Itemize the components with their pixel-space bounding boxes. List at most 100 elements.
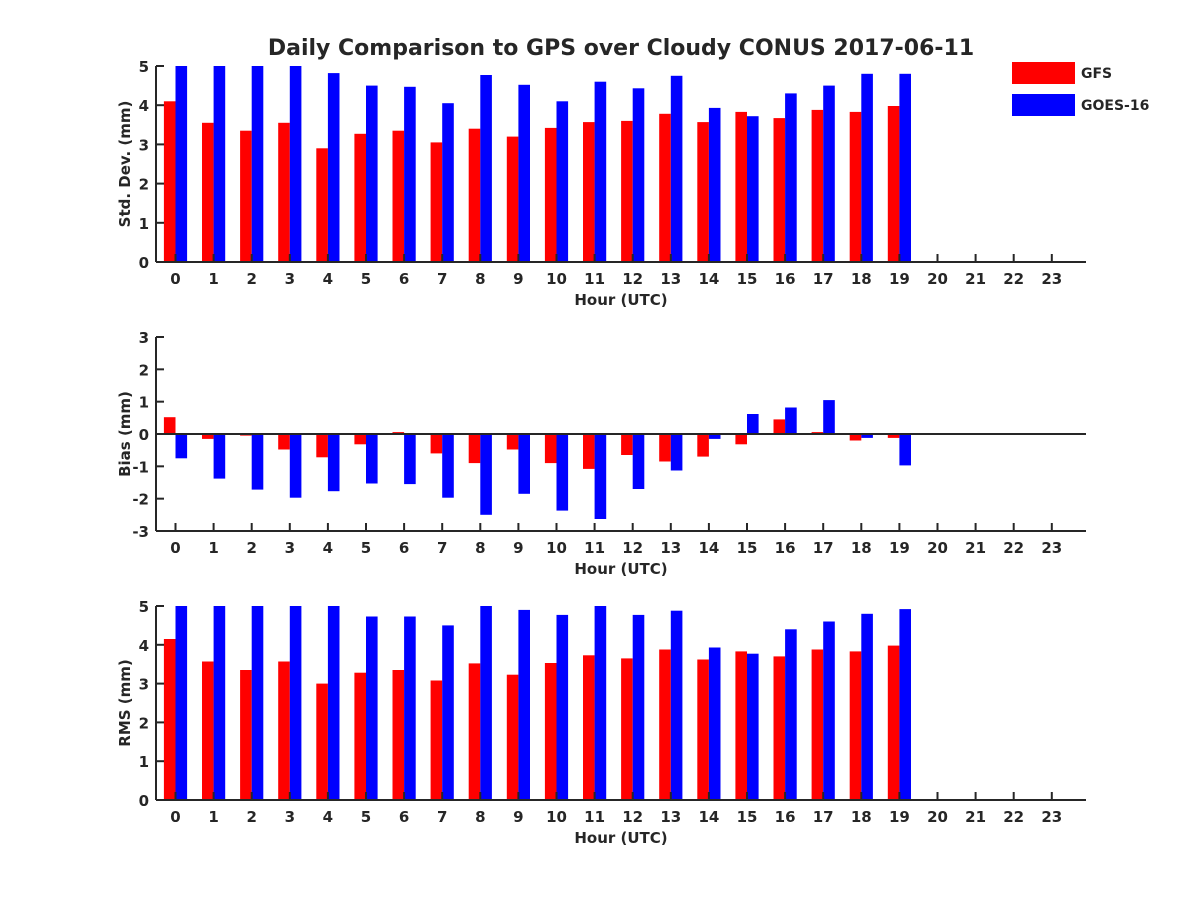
bar-gfs-hour-18 [849, 434, 862, 441]
x-tick-label: 18 [851, 539, 872, 557]
y-tick-label: 1 [139, 215, 149, 233]
bar-gfs-hour-8 [468, 128, 481, 262]
chart-legend: GFS GOES-16 [1012, 62, 1149, 116]
x-tick-label: 18 [851, 808, 872, 826]
bar-goes-16-hour-16 [785, 407, 797, 434]
x-tick-label: 2 [246, 808, 256, 826]
bar-gfs-hour-11 [583, 434, 595, 469]
y-tick-label: -1 [132, 458, 149, 476]
bar-goes-16-hour-14 [708, 107, 721, 263]
bar-gfs-hour-10 [544, 663, 557, 800]
y-tick-label: 0 [139, 792, 149, 810]
bar-gfs-hour-14 [697, 122, 709, 262]
bar-goes-16-hour-17 [823, 400, 835, 434]
chart-panel-3: 0 1 2 3 4 5 6 7 8 9 10 11 12 13 14 15 16 17 18 19 20 21 22 2301… [116, 598, 1086, 847]
x-tick-label: 1 [208, 808, 218, 826]
y-tick-label: 2 [139, 714, 149, 732]
bar-gfs-hour-11 [583, 655, 595, 800]
bar-goes-16-hour-1 [213, 606, 226, 800]
y-tick-label: 1 [139, 394, 149, 412]
x-axis-label: Hour (UTC) [574, 829, 667, 847]
bar-goes-16-hour-1 [213, 434, 226, 479]
x-tick-label: 5 [361, 539, 371, 557]
y-axis-label: Bias (mm) [116, 391, 134, 477]
bar-gfs-hour-3 [278, 122, 290, 262]
x-tick-label: 19 [889, 808, 910, 826]
x-tick-label: 2 [246, 270, 256, 288]
bar-goes-16-hour-4 [327, 73, 340, 262]
bar-gfs-hour-14 [697, 434, 709, 457]
bar-gfs-hour-16 [773, 419, 786, 434]
bar-goes-16-hour-2 [251, 434, 264, 490]
bar-gfs-hour-15 [735, 111, 747, 263]
bar-gfs-hour-7 [430, 142, 443, 262]
x-tick-label: 7 [437, 808, 447, 826]
bar-gfs-hour-13 [659, 649, 671, 800]
x-tick-label: 8 [475, 539, 485, 557]
bar-gfs-hour-13 [659, 113, 671, 262]
bar-gfs-hour-1 [202, 661, 214, 800]
x-tick-label: 11 [584, 808, 605, 826]
bar-gfs-hour-18 [849, 111, 862, 263]
y-axis-label: RMS (mm) [116, 659, 134, 746]
bar-goes-16-hour-3 [289, 606, 302, 800]
bar-goes-16-hour-14 [708, 434, 721, 439]
bar-goes-16-hour-3 [289, 434, 302, 498]
y-tick-label: 5 [139, 598, 149, 616]
x-tick-label: 13 [660, 270, 681, 288]
bar-goes-16-hour-5 [366, 85, 378, 262]
x-tick-label: 20 [927, 539, 948, 557]
y-tick-label: 3 [139, 329, 149, 347]
bar-gfs-hour-5 [354, 133, 366, 262]
x-tick-label: 4 [323, 539, 333, 557]
bar-gfs-hour-9 [506, 674, 519, 800]
bar-goes-16-hour-7 [442, 625, 454, 800]
x-tick-label: 21 [965, 539, 986, 557]
bar-goes-16-hour-19 [899, 73, 911, 262]
y-tick-label: 4 [139, 97, 149, 115]
y-tick-label: 0 [139, 254, 149, 272]
bar-gfs-hour-17 [811, 109, 824, 263]
bar-goes-16-hour-13 [670, 434, 683, 471]
bar-goes-16-hour-19 [899, 609, 911, 800]
bar-goes-16-hour-1 [213, 66, 226, 262]
bar-gfs-hour-0 [163, 639, 176, 800]
x-tick-label: 17 [813, 539, 834, 557]
bar-gfs-hour-15 [735, 651, 747, 800]
x-tick-label: 22 [1003, 270, 1024, 288]
bar-goes-16-hour-15 [747, 414, 759, 434]
x-tick-label: 8 [475, 270, 485, 288]
bar-gfs-hour-10 [544, 434, 557, 464]
x-tick-label: 6 [399, 539, 409, 557]
x-tick-label: 8 [475, 808, 485, 826]
x-tick-label: 11 [584, 539, 605, 557]
bar-goes-16-hour-0 [175, 66, 188, 262]
x-tick-label: 20 [927, 270, 948, 288]
x-tick-label: 19 [889, 270, 910, 288]
x-axis-label: Hour (UTC) [574, 560, 667, 578]
x-tick-label: 23 [1041, 270, 1062, 288]
bar-goes-16-hour-15 [747, 116, 759, 262]
x-tick-label: 4 [323, 270, 333, 288]
y-tick-label: -3 [132, 523, 149, 541]
x-tick-label: 0 [170, 539, 180, 557]
bar-goes-16-hour-11 [594, 434, 607, 519]
x-tick-label: 13 [660, 808, 681, 826]
y-tick-label: -2 [132, 491, 149, 509]
bar-goes-16-hour-18 [861, 434, 873, 438]
bar-gfs-hour-12 [621, 434, 633, 455]
x-tick-label: 14 [698, 539, 719, 557]
bar-goes-16-hour-18 [861, 613, 873, 800]
y-axis-label: Std. Dev. (mm) [116, 101, 134, 228]
x-tick-label: 9 [513, 270, 523, 288]
x-tick-label: 6 [399, 270, 409, 288]
x-tick-label: 3 [285, 270, 295, 288]
y-tick-label: 1 [139, 753, 149, 771]
x-tick-label: 16 [775, 270, 796, 288]
bar-goes-16-hour-0 [175, 606, 188, 800]
x-axis-label: Hour (UTC) [574, 291, 667, 309]
legend-swatch-goes-16 [1012, 94, 1075, 116]
bar-goes-16-hour-10 [556, 101, 569, 262]
x-tick-label: 9 [513, 539, 523, 557]
